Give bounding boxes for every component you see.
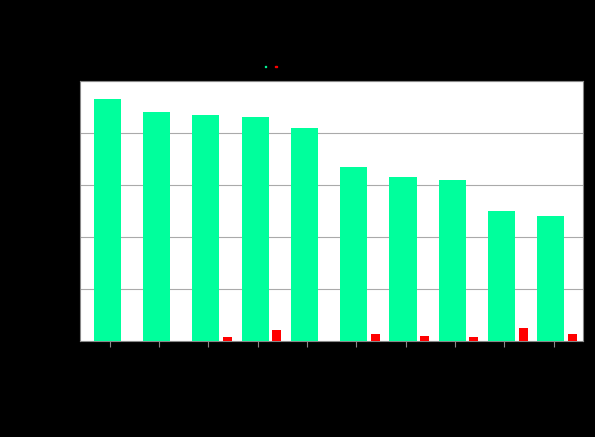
Legend: , : , <box>265 66 278 67</box>
Bar <box>93 99 121 341</box>
Bar <box>568 334 577 341</box>
Bar <box>439 180 466 341</box>
Bar <box>192 114 220 341</box>
Bar <box>371 334 380 341</box>
Bar <box>242 117 269 341</box>
Bar <box>537 216 565 341</box>
Bar <box>273 330 281 341</box>
Bar <box>420 336 429 341</box>
Bar <box>143 112 170 341</box>
Bar <box>488 211 515 341</box>
Bar <box>223 337 232 341</box>
Bar <box>390 177 416 341</box>
Bar <box>519 328 528 341</box>
Bar <box>340 166 367 341</box>
Bar <box>469 337 478 341</box>
Bar <box>291 128 318 341</box>
